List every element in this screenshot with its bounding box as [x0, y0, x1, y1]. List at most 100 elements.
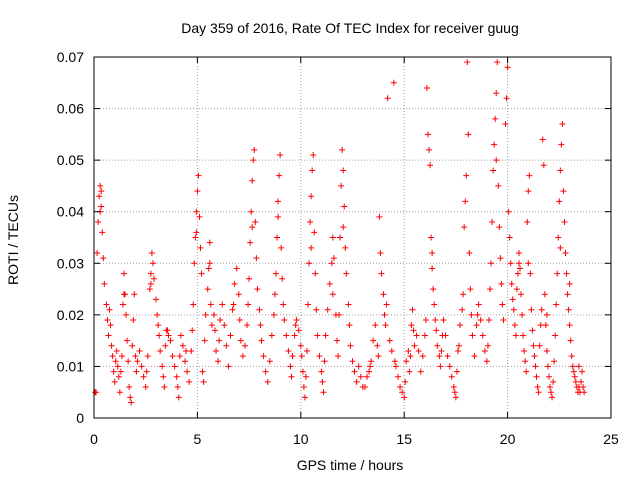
data-point: [499, 301, 506, 308]
data-point: [477, 317, 484, 324]
data-point: [509, 296, 516, 303]
data-point: [176, 353, 183, 360]
data-point: [252, 219, 259, 226]
data-point: [206, 260, 213, 267]
data-point: [520, 332, 527, 339]
data-point: [392, 363, 399, 370]
data-point: [231, 280, 238, 287]
data-point: [432, 317, 439, 324]
data-point: [451, 389, 458, 396]
data-point: [351, 368, 358, 375]
data-point: [309, 167, 316, 174]
data-point: [437, 363, 444, 370]
data-point: [388, 347, 395, 354]
data-point: [496, 224, 503, 231]
data-point: [465, 131, 472, 138]
data-point: [114, 363, 121, 370]
data-point: [346, 322, 353, 329]
data-point: [115, 373, 122, 380]
data-point: [378, 270, 385, 277]
data-point: [241, 342, 248, 349]
data-point: [221, 322, 228, 329]
data-point: [349, 358, 356, 365]
x-axis-label: GPS time / hours: [297, 457, 404, 473]
data-point: [409, 306, 416, 313]
data-point: [554, 270, 561, 277]
data-point: [108, 342, 115, 349]
data-point: [276, 172, 283, 179]
data-point: [407, 353, 414, 360]
data-point: [517, 265, 524, 272]
data-point: [285, 347, 292, 354]
data-point: [198, 270, 205, 277]
data-point: [405, 347, 412, 354]
data-point: [239, 353, 246, 360]
data-point: [419, 353, 426, 360]
data-point: [279, 275, 286, 282]
data-point: [374, 342, 381, 349]
data-point: [251, 146, 258, 153]
data-point: [235, 291, 242, 298]
data-point: [463, 172, 470, 179]
data-point: [568, 353, 575, 360]
data-point: [442, 332, 449, 339]
data-point: [525, 188, 532, 195]
data-point: [567, 337, 574, 344]
data-point: [381, 311, 388, 318]
data-point: [511, 322, 518, 329]
data-point: [543, 347, 550, 354]
x-tick-label: 25: [603, 431, 619, 447]
data-point: [301, 394, 308, 401]
data-point: [319, 378, 326, 385]
data-point: [171, 363, 178, 370]
data-point: [566, 280, 573, 287]
data-point: [310, 151, 317, 158]
y-tick-label: 0.02: [57, 307, 84, 323]
data-point: [160, 373, 167, 380]
data-point: [126, 384, 133, 391]
data-point: [484, 342, 491, 349]
data-point: [206, 239, 213, 246]
data-point: [99, 229, 106, 236]
data-point: [555, 234, 562, 241]
data-point: [129, 342, 136, 349]
data-point: [493, 157, 500, 164]
data-point: [492, 115, 499, 122]
data-point: [98, 203, 105, 210]
data-point: [497, 255, 504, 262]
data-point: [213, 347, 220, 354]
data-point: [229, 306, 236, 313]
data-point: [467, 286, 474, 293]
data-point: [518, 291, 525, 298]
data-point: [343, 270, 350, 277]
data-point: [415, 347, 422, 354]
data-point: [489, 219, 496, 226]
x-tick-label: 0: [90, 431, 98, 447]
data-point: [506, 234, 513, 241]
data-point: [100, 255, 107, 262]
data-point: [564, 291, 571, 298]
data-point: [521, 347, 528, 354]
data-point: [453, 368, 460, 375]
data-point: [127, 394, 134, 401]
data-point: [131, 291, 138, 298]
data-point: [448, 373, 455, 380]
data-point: [318, 368, 325, 375]
data-point: [507, 260, 514, 267]
data-point: [159, 363, 166, 370]
data-point: [553, 301, 560, 308]
data-point: [498, 280, 505, 287]
data-point: [544, 363, 551, 370]
data-point: [120, 291, 127, 298]
data-point: [512, 332, 519, 339]
data-point: [403, 358, 410, 365]
data-point: [157, 347, 164, 354]
data-point: [149, 260, 156, 267]
data-point: [376, 213, 383, 220]
data-point: [202, 311, 209, 318]
data-point: [262, 368, 269, 375]
data-point: [268, 332, 275, 339]
data-point: [308, 244, 315, 251]
data-point: [411, 342, 418, 349]
data-point: [503, 95, 510, 102]
